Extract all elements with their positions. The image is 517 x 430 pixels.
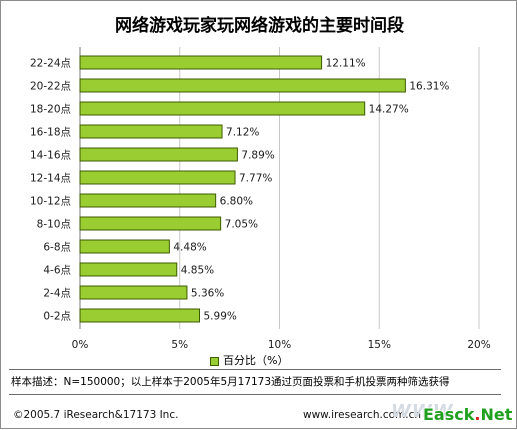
copyright-text: ©2005.7 iResearch&17173 Inc. <box>13 409 179 421</box>
bar <box>79 78 406 93</box>
data-label: 6.80% <box>220 196 253 208</box>
category-label: 12-14点 <box>30 173 71 185</box>
data-label: 16.31% <box>409 81 449 93</box>
chart-legend: 百分比（%） <box>210 352 288 368</box>
data-label: 7.12% <box>226 127 259 139</box>
x-tick-label: 10% <box>268 339 291 351</box>
chart-title: 网络游戏玩家玩网络游戏的主要时间段 <box>115 16 404 36</box>
divider-bottom <box>9 394 501 395</box>
data-label: 5.36% <box>191 288 224 300</box>
category-label: 16-18点 <box>30 127 71 139</box>
divider-top <box>9 369 501 370</box>
category-label: 2-4点 <box>43 288 71 300</box>
category-label: 14-16点 <box>30 150 71 162</box>
category-label: 22-24点 <box>30 58 71 70</box>
bar <box>79 124 223 139</box>
data-label: 7.89% <box>241 150 274 162</box>
watermark-logo: Easck.Net <box>423 405 512 424</box>
website-link[interactable]: www.iresearch.com.cn <box>303 409 422 421</box>
watermark-logo-dot: . <box>474 405 481 424</box>
category-label: 10-12点 <box>30 196 71 208</box>
x-tick-label: 0% <box>72 339 89 351</box>
watermark-faint: WWW <box>391 401 454 422</box>
bar <box>79 101 366 116</box>
bar <box>79 193 217 208</box>
data-label: 7.77% <box>239 173 272 185</box>
watermark-logo-main: Easck <box>423 405 475 424</box>
bar <box>79 308 201 323</box>
category-label: 4-6点 <box>43 265 71 277</box>
data-label: 7.05% <box>225 219 258 231</box>
legend-swatch <box>210 356 219 366</box>
category-label: 8-10点 <box>37 219 71 231</box>
data-label: 14.27% <box>369 104 409 116</box>
x-tick-label: 20% <box>467 339 490 351</box>
category-label: 0-2点 <box>43 311 71 323</box>
bar <box>79 262 178 277</box>
bar <box>79 239 170 254</box>
category-label: 6-8点 <box>43 242 71 254</box>
sample-note: 样本描述：N=150000；以上样本于2005年5月17173通过页面投票和手机… <box>11 376 450 388</box>
bar <box>79 55 323 70</box>
x-tick-label: 5% <box>171 339 188 351</box>
watermark-logo-end: Net <box>480 405 513 424</box>
data-label: 12.11% <box>326 58 366 70</box>
bar <box>79 285 188 300</box>
x-tick-label: 15% <box>368 339 391 351</box>
category-label: 20-22点 <box>30 81 71 93</box>
data-label: 4.48% <box>173 242 206 254</box>
data-label: 5.99% <box>204 311 237 323</box>
legend-label: 百分比（%） <box>223 354 289 367</box>
bar <box>79 170 236 185</box>
data-label: 4.85% <box>181 265 214 277</box>
bar <box>79 147 238 162</box>
category-label: 18-20点 <box>30 104 71 116</box>
bar <box>79 216 222 231</box>
